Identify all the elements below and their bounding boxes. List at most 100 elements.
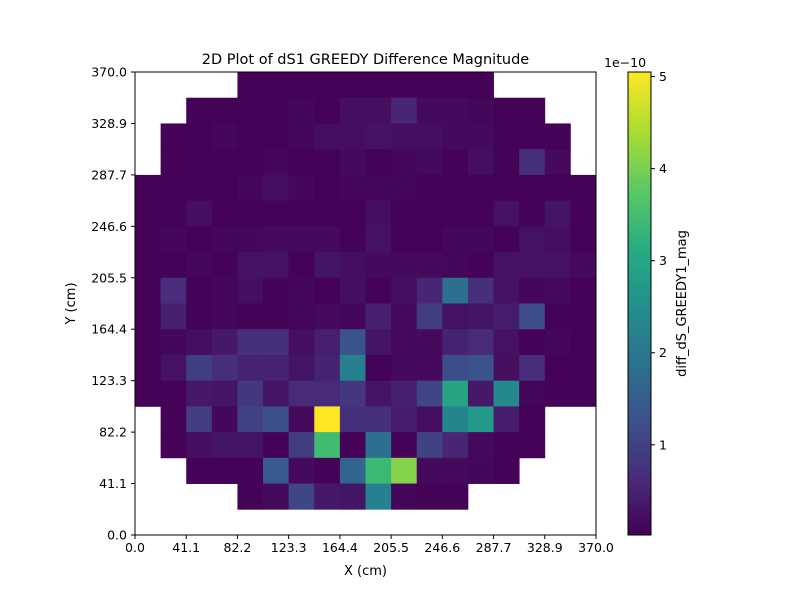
heatmap-cell (263, 200, 290, 227)
heatmap-cell (467, 200, 494, 227)
heatmap-cell (211, 226, 238, 253)
colorbar-tick-label: 2 (659, 345, 667, 360)
heatmap-cell (519, 432, 546, 459)
heatmap-cell (288, 432, 315, 459)
heatmap-cell (570, 380, 597, 407)
heatmap-cell (570, 226, 597, 253)
x-tick-label: 41.1 (172, 540, 200, 555)
heatmap-cell (237, 303, 264, 330)
heatmap-cell (493, 432, 520, 459)
heatmap-cell (467, 457, 494, 484)
heatmap-cell (391, 123, 418, 150)
heatmap-cell (442, 406, 469, 433)
heatmap-cell (519, 354, 546, 382)
heatmap-cell (339, 406, 366, 433)
heatmap-cell (237, 457, 264, 484)
heatmap-cell (288, 406, 315, 433)
heatmap-cell (570, 303, 597, 330)
heatmap-cell (288, 72, 315, 99)
heatmap-cell (442, 380, 469, 407)
heatmap-cell (237, 380, 264, 407)
heatmap-cell (339, 277, 366, 304)
heatmap-cell (237, 432, 264, 459)
heatmap-cell (519, 380, 546, 407)
heatmap-cell (288, 123, 315, 150)
y-tick-label: 123.3 (91, 373, 127, 388)
heatmap-cell (442, 226, 469, 253)
heatmap-cell (493, 303, 520, 330)
heatmap-cell (314, 72, 341, 99)
heatmap-cell (186, 277, 213, 304)
heatmap-cell (544, 277, 571, 304)
y-tick-label: 287.7 (91, 167, 127, 182)
heatmap-cell (467, 97, 494, 124)
y-axis-ticks: 0.0 41.1 82.2 123.3 164.4 205.5 246.6 287.7 328.… (91, 65, 135, 543)
heatmap-cell (237, 174, 264, 202)
heatmap-cell (416, 200, 443, 227)
heatmap-cell (570, 354, 597, 382)
heatmap-cell (416, 226, 443, 253)
heatmap-cell (365, 200, 392, 227)
heatmap-cell (365, 149, 392, 176)
heatmap-cell (493, 277, 520, 304)
heatmap-cell (442, 329, 469, 356)
heatmap-cell (288, 354, 315, 382)
heatmap-cell (186, 97, 213, 124)
heatmap-cell (314, 226, 341, 253)
x-tick-label: 246.6 (424, 540, 460, 555)
heatmap-cell (416, 174, 443, 202)
heatmap-cell (263, 380, 290, 407)
heatmap-cell (263, 277, 290, 304)
heatmap-cell (237, 123, 264, 150)
heatmap-cell (391, 97, 418, 124)
heatmap-cell (416, 277, 443, 304)
heatmap-cell (288, 97, 315, 124)
heatmap-cell (442, 149, 469, 176)
heatmap-cell (135, 226, 162, 253)
colorbar-offset-text: 1e−10 (604, 55, 646, 70)
heatmap-cell (237, 226, 264, 253)
heatmap-cell (493, 406, 520, 433)
heatmap-cell (211, 329, 238, 356)
heatmap-cell (365, 72, 392, 99)
y-axis-label: Y (cm) (64, 282, 79, 325)
heatmap-cell (442, 174, 469, 202)
heatmap-cell (416, 97, 443, 124)
heatmap-cell (467, 432, 494, 459)
heatmap-cell (237, 97, 264, 124)
heatmap-cell (391, 329, 418, 356)
heatmap-cell (211, 252, 238, 279)
heatmap-cell (391, 303, 418, 330)
heatmap-cell (160, 406, 187, 433)
heatmap-cell (544, 123, 571, 150)
heatmap-cell (391, 200, 418, 227)
x-tick-label: 82.2 (224, 540, 252, 555)
heatmap-cell (160, 123, 187, 150)
heatmap-cell (365, 252, 392, 279)
heatmap-cell (391, 149, 418, 176)
heatmap-cell (442, 354, 469, 382)
x-tick-label: 287.7 (476, 540, 512, 555)
heatmap-cell (416, 380, 443, 407)
heatmap-cell (160, 303, 187, 330)
y-tick-label: 82.2 (99, 425, 127, 440)
heatmap-cell (314, 354, 341, 382)
heatmap-cell (339, 123, 366, 150)
heatmap-cell (519, 406, 546, 433)
heatmap-cell (160, 226, 187, 253)
heatmap-cell (339, 329, 366, 356)
heatmap-cell (442, 303, 469, 330)
heatmap-cell (519, 123, 546, 150)
heatmap-cell (211, 97, 238, 124)
heatmap-cell (160, 432, 187, 459)
heatmap-cell (263, 432, 290, 459)
heatmap-cell (365, 354, 392, 382)
heatmap-cell (135, 380, 162, 407)
heatmap-cell (211, 123, 238, 150)
heatmap-cell (467, 277, 494, 304)
y-tick-label: 41.1 (99, 476, 127, 491)
heatmap-cell (467, 252, 494, 279)
heatmap-cell (365, 432, 392, 459)
heatmap-cell (391, 432, 418, 459)
heatmap-cell (365, 380, 392, 407)
